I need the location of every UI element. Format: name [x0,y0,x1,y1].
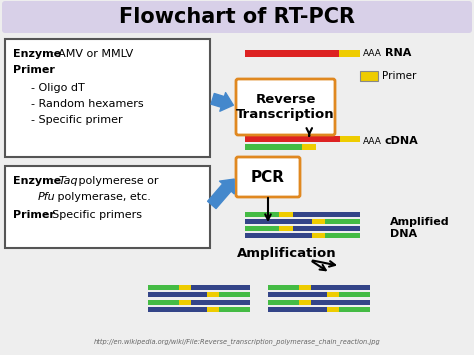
Text: Taq: Taq [59,176,79,186]
Bar [245,136,360,142]
Text: PCR: PCR [251,169,285,185]
Bar [327,307,339,312]
Bar [179,300,191,305]
Bar [219,292,250,297]
Text: Primer: Primer [382,71,416,81]
Bar [268,300,299,305]
Text: :: : [45,65,49,75]
Bar [312,219,326,224]
Bar [268,307,327,312]
Bar [245,212,280,217]
Text: AAA: AAA [363,137,382,146]
Bar [311,300,370,305]
Bar [280,212,293,217]
Text: Enzyme: Enzyme [13,176,61,186]
Text: Amplified
DNA: Amplified DNA [390,217,450,239]
Bar [219,307,250,312]
Bar [360,71,378,81]
Text: - Oligo dT: - Oligo dT [31,83,85,93]
FancyBboxPatch shape [236,79,335,135]
Text: Primer: Primer [13,210,55,220]
Bar [5,39,210,157]
Bar [299,285,311,290]
Bar [327,292,339,297]
Bar [302,144,316,150]
Bar [179,285,191,290]
Bar [299,300,311,305]
Text: : Specific primers: : Specific primers [45,210,142,220]
FancyBboxPatch shape [2,1,472,33]
Text: AAA: AAA [363,49,382,58]
Bar [245,226,280,231]
Text: cDNA: cDNA [385,136,419,146]
Bar [312,233,326,238]
Bar [311,285,370,290]
Bar [245,144,302,150]
Text: polymerase, etc.: polymerase, etc. [54,192,151,202]
Text: http://en.wikipedia.org/wiki/File:Reverse_transcription_polymerase_chain_reactio: http://en.wikipedia.org/wiki/File:Revers… [94,339,380,345]
Bar [148,292,207,297]
Bar [148,300,179,305]
Text: :: : [51,176,58,186]
Text: Flowchart of RT-PCR: Flowchart of RT-PCR [119,7,355,27]
Bar [280,226,293,231]
Bar [148,285,179,290]
Bar [293,226,360,231]
Text: polymerese or: polymerese or [75,176,158,186]
Bar [326,233,360,238]
Text: Enzyme: Enzyme [13,49,61,59]
Bar [5,166,210,248]
Text: - Specific primer: - Specific primer [31,115,123,125]
Bar [339,50,360,57]
Text: Pfu: Pfu [38,192,55,202]
Bar [245,219,312,224]
Bar [207,292,219,297]
Text: : AMV or MMLV: : AMV or MMLV [51,49,133,59]
Bar [340,136,360,142]
Text: Primer: Primer [13,65,55,75]
Bar [326,219,360,224]
Text: Reverse
Transcription: Reverse Transcription [236,93,335,121]
FancyBboxPatch shape [236,157,300,197]
Bar [245,50,339,57]
Text: Amplification: Amplification [237,247,337,261]
Bar [191,300,250,305]
Text: - Random hexamers: - Random hexamers [31,99,144,109]
Bar [207,307,219,312]
Bar [339,292,370,297]
Text: RNA: RNA [385,49,411,59]
Bar [245,233,312,238]
Bar [293,212,360,217]
Bar [191,285,250,290]
Bar [148,307,207,312]
Bar [339,307,370,312]
Bar [268,292,327,297]
Bar [268,285,299,290]
